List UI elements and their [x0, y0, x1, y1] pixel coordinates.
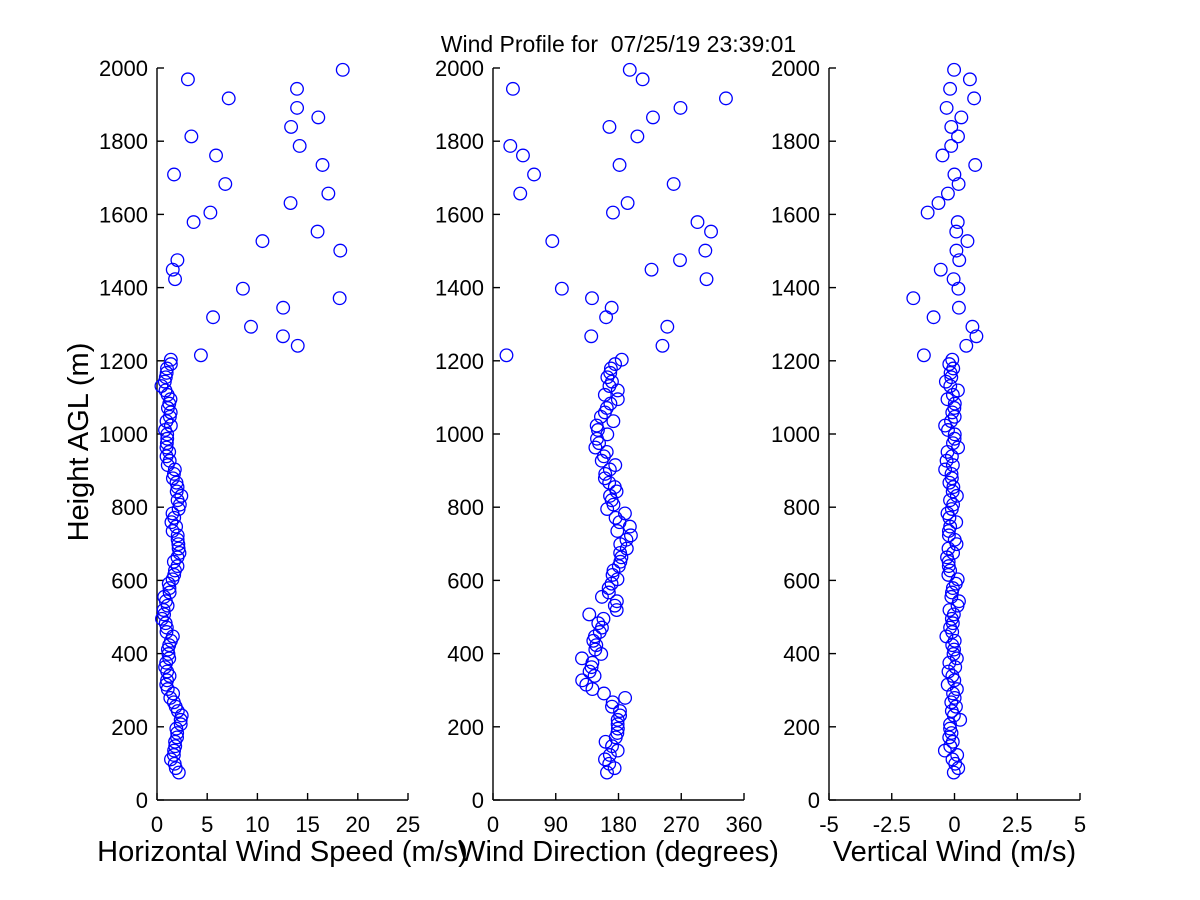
svg-text:1000: 1000: [771, 422, 820, 447]
svg-text:Vertical Wind (m/s): Vertical Wind (m/s): [833, 836, 1076, 868]
svg-text:2000: 2000: [771, 56, 820, 81]
svg-text:15: 15: [295, 812, 319, 837]
svg-text:800: 800: [111, 495, 148, 520]
svg-text:0: 0: [487, 812, 499, 837]
svg-text:1000: 1000: [99, 422, 148, 447]
svg-text:0: 0: [151, 812, 163, 837]
svg-text:1600: 1600: [771, 202, 820, 227]
svg-text:-5: -5: [819, 812, 839, 837]
svg-text:5: 5: [1074, 812, 1086, 837]
svg-text:200: 200: [111, 715, 148, 740]
svg-text:200: 200: [783, 715, 820, 740]
svg-text:2000: 2000: [435, 56, 484, 81]
svg-text:Wind Profile for 07/25/19 23:: Wind Profile for 07/25/19 23:39:01: [441, 31, 796, 57]
svg-text:1400: 1400: [771, 276, 820, 301]
svg-text:400: 400: [783, 642, 820, 667]
svg-text:0: 0: [136, 788, 148, 813]
svg-text:25: 25: [396, 812, 420, 837]
svg-text:2000: 2000: [99, 56, 148, 81]
svg-text:-2.5: -2.5: [873, 812, 911, 837]
svg-text:20: 20: [346, 812, 370, 837]
svg-text:1400: 1400: [435, 276, 484, 301]
svg-text:1400: 1400: [99, 276, 148, 301]
svg-text:1200: 1200: [99, 349, 148, 374]
svg-text:200: 200: [447, 715, 484, 740]
svg-text:1800: 1800: [435, 129, 484, 154]
svg-text:360: 360: [726, 812, 763, 837]
svg-text:1200: 1200: [435, 349, 484, 374]
svg-text:Height AGL (m): Height AGL (m): [63, 343, 95, 542]
svg-text:5: 5: [201, 812, 213, 837]
svg-text:400: 400: [111, 642, 148, 667]
svg-text:1600: 1600: [435, 202, 484, 227]
svg-text:0: 0: [808, 788, 820, 813]
svg-text:Wind Direction (degrees): Wind Direction (degrees): [458, 836, 779, 868]
svg-text:800: 800: [783, 495, 820, 520]
svg-text:270: 270: [663, 812, 700, 837]
svg-text:180: 180: [600, 812, 637, 837]
svg-text:1600: 1600: [99, 202, 148, 227]
svg-text:1000: 1000: [435, 422, 484, 447]
svg-text:0: 0: [948, 812, 960, 837]
svg-text:Horizontal Wind Speed (m/s): Horizontal Wind Speed (m/s): [97, 836, 468, 868]
svg-text:1800: 1800: [771, 129, 820, 154]
svg-text:1200: 1200: [771, 349, 820, 374]
svg-text:1800: 1800: [99, 129, 148, 154]
svg-text:90: 90: [544, 812, 568, 837]
svg-text:600: 600: [111, 568, 148, 593]
svg-text:2.5: 2.5: [1002, 812, 1033, 837]
svg-text:10: 10: [245, 812, 269, 837]
svg-text:600: 600: [447, 568, 484, 593]
svg-text:600: 600: [783, 568, 820, 593]
svg-text:400: 400: [447, 642, 484, 667]
svg-text:0: 0: [472, 788, 484, 813]
svg-text:800: 800: [447, 495, 484, 520]
